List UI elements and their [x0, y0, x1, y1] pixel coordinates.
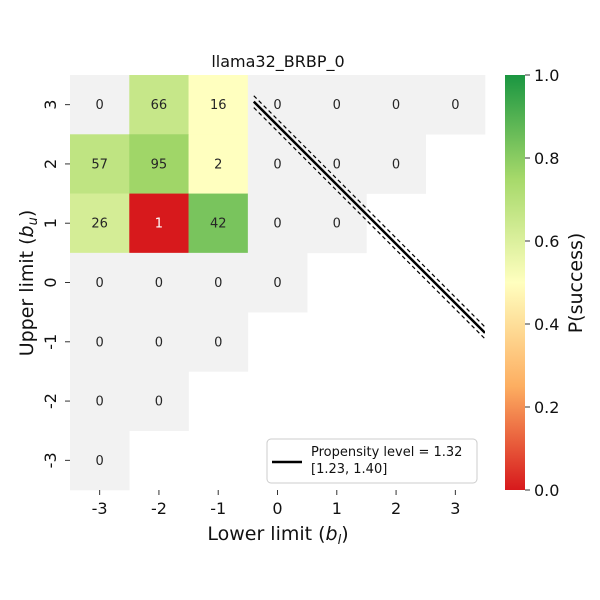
cell-value-label: 95	[151, 157, 168, 172]
cell-value-label: 16	[210, 98, 227, 113]
heatmap-cell	[247, 252, 308, 313]
cell-value-label: 0	[392, 157, 400, 172]
heatmap-cell	[129, 134, 189, 194]
colorbar-tick-label: 0.0	[534, 481, 559, 500]
heatmap-cell	[129, 371, 189, 432]
cell-value-label: 0	[214, 276, 222, 291]
ci-upper-line	[253, 95, 485, 328]
colorbar-gradient	[505, 75, 525, 490]
heatmap-cell	[70, 134, 130, 194]
x-tick-label: -2	[151, 499, 167, 518]
x-tick-label: 0	[272, 499, 282, 518]
heatmap-cell	[425, 75, 486, 135]
colorbar-label: P(success)	[565, 233, 587, 334]
colorbar-tick-label: 1.0	[534, 66, 559, 85]
y-tick-label: 1	[41, 218, 60, 228]
propensity-lines	[252, 95, 485, 340]
y-axis-label: Upper limit (bu)	[16, 210, 41, 357]
heatmap-cell	[70, 252, 130, 313]
cell-value-label: 26	[91, 217, 108, 232]
colorbar-tick-label: 0.4	[534, 315, 559, 334]
cell-value-label: 57	[91, 157, 108, 172]
colorbar-tick-label: 0.8	[534, 149, 559, 168]
x-tick-label: -3	[92, 499, 108, 518]
cell-value-label: 0	[96, 395, 104, 410]
heatmap-cell	[307, 75, 367, 135]
colorbar-ticks: 0.0 0.2 0.4 0.6 0.8 1.0	[525, 66, 559, 500]
cell-value-label: 0	[96, 454, 104, 469]
y-axis-ticks: 3 2 1 0 -1 -2 -3	[41, 100, 70, 468]
heatmap-cell	[247, 193, 308, 254]
colorbar-tick-label: 0.2	[534, 398, 559, 417]
legend-label: Propensity level = 1.32	[311, 445, 462, 460]
heatmap-cell	[70, 193, 130, 254]
cell-value-label: 0	[392, 98, 400, 113]
heatmap-cell	[129, 75, 189, 135]
cell-value-label: 0	[155, 276, 163, 291]
cell-value-label: 1	[155, 217, 163, 232]
x-tick-label: 1	[332, 499, 342, 518]
heatmap-cell	[70, 312, 130, 372]
heatmap-cell	[188, 312, 249, 372]
heatmap-cell	[70, 430, 130, 491]
y-tick-label: -1	[41, 334, 60, 350]
cell-value-label: 0	[273, 276, 281, 291]
cell-value-label: 0	[333, 98, 341, 113]
legend-box	[266, 438, 478, 484]
colorbar-tick-label: 0.6	[534, 232, 559, 251]
x-tick-label: -1	[210, 499, 226, 518]
x-tick-label: 3	[450, 499, 460, 518]
heatmap-cell	[188, 252, 249, 313]
heatmap-cell	[188, 75, 249, 135]
cell-value-label: 0	[333, 157, 341, 172]
heatmap-cell	[129, 312, 189, 372]
cell-value-label: 0	[273, 98, 281, 113]
cell-value-label: 0	[155, 335, 163, 350]
heatmap-cell	[129, 193, 189, 254]
y-tick-label: 2	[41, 159, 60, 169]
cell-value-label: 0	[333, 217, 341, 232]
cell-value-label: 0	[96, 98, 104, 113]
cell-value-label: 0	[96, 276, 104, 291]
heatmap-cell	[366, 75, 427, 135]
heatmap-cell	[188, 193, 249, 254]
heatmap-cell	[129, 252, 189, 313]
heatmap-cells: 0 66 16 0 0 0 0 57 95 2 0 0 0 26 1 42 0 0 0 0 0 0 0 0 0 0 0 0	[70, 75, 486, 491]
legend-ci-label: [1.23, 1.40]	[311, 462, 387, 477]
y-tick-label: 0	[41, 277, 60, 287]
heatmap-cell	[188, 134, 249, 194]
cell-value-label: 42	[210, 217, 227, 232]
cell-value-label: 0	[96, 335, 104, 350]
cell-value-label: 66	[151, 98, 168, 113]
x-axis-ticks: -3 -2 -1 0 1 2 3	[92, 490, 460, 518]
colorbar: 0.0 0.2 0.4 0.6 0.8 1.0 P(success)	[505, 66, 587, 500]
x-tick-label: 2	[391, 499, 401, 518]
propensity-line	[252, 100, 485, 334]
y-tick-label: -2	[41, 393, 60, 409]
heatmap-cell	[70, 75, 130, 135]
x-axis-label: Lower limit (bl)	[207, 523, 348, 548]
chart-title: llama32_BRBP_0	[211, 52, 344, 72]
cell-value-label: 0	[273, 157, 281, 172]
cell-value-label: 0	[451, 98, 459, 113]
y-tick-label: 3	[41, 100, 60, 110]
y-tick-label: -3	[41, 452, 60, 468]
cell-value-label: 0	[273, 217, 281, 232]
cell-value-label: 0	[155, 395, 163, 410]
legend: Propensity level = 1.32 [1.23, 1.40]	[266, 438, 478, 484]
ci-lower-line	[253, 107, 485, 340]
cell-value-label: 2	[214, 157, 222, 172]
heatmap-cell	[366, 134, 427, 194]
cell-value-label: 0	[214, 335, 222, 350]
heatmap-cell	[70, 371, 130, 432]
